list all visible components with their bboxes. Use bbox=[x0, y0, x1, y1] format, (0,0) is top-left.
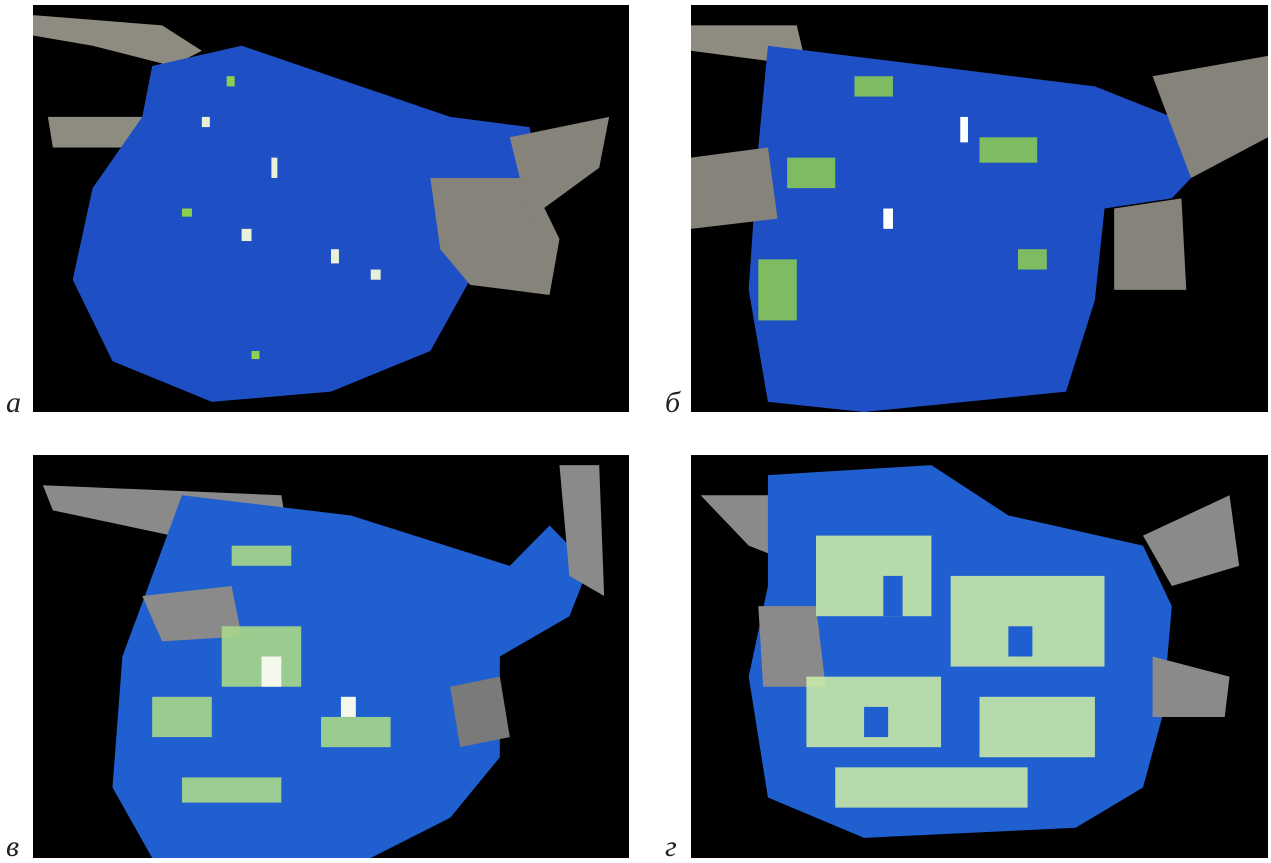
render-b bbox=[691, 5, 1268, 412]
panel-label: а bbox=[6, 388, 21, 418]
panel-label: б bbox=[665, 388, 680, 418]
render-c bbox=[33, 455, 629, 858]
panel-b bbox=[691, 5, 1268, 412]
panel-d bbox=[691, 455, 1268, 858]
render-d bbox=[691, 455, 1268, 858]
render-a bbox=[33, 5, 629, 412]
figure: а б в г (() => { const data = JSON.parse… bbox=[0, 0, 1271, 858]
panel-a bbox=[33, 5, 629, 412]
panel-c bbox=[33, 455, 629, 858]
